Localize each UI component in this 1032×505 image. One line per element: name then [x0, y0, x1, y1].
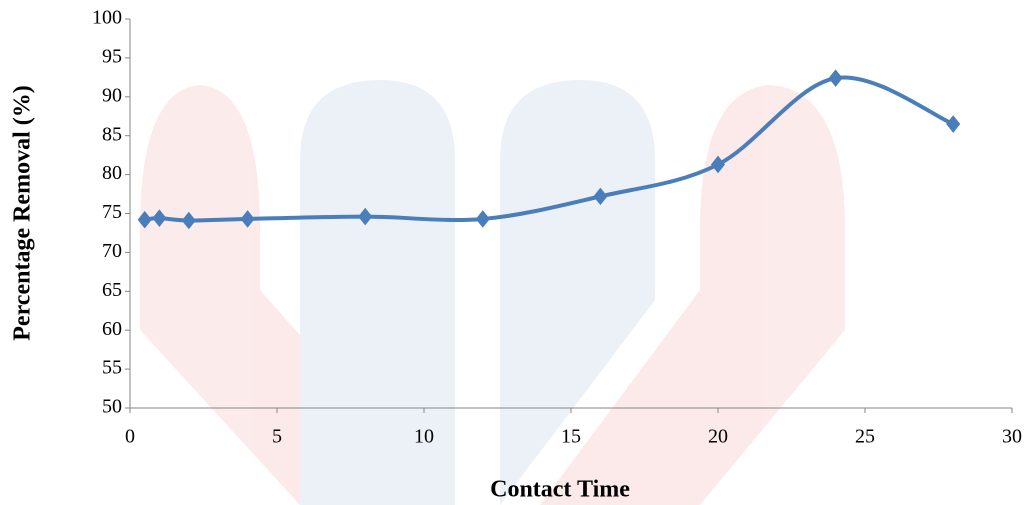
- y-tick-label: 65: [102, 279, 122, 301]
- y-tick-label: 95: [102, 45, 122, 67]
- y-tick-label: 60: [102, 318, 122, 340]
- x-axis-title: Contact Time: [490, 477, 630, 503]
- marker: [137, 210, 152, 229]
- y-tick-label: 55: [102, 357, 122, 379]
- y-axis-title: Percentage Removal (%): [10, 85, 36, 340]
- y-tick-label: 50: [102, 396, 122, 418]
- y-tick-label: 85: [102, 123, 122, 145]
- y-tick-label: 75: [102, 201, 122, 223]
- marker: [593, 187, 608, 206]
- y-tick-label: 90: [102, 84, 122, 106]
- x-tick-label: 0: [125, 426, 135, 448]
- x-tick-label: 15: [561, 426, 581, 448]
- marker: [946, 115, 961, 133]
- x-tick-label: 10: [414, 426, 434, 448]
- marker: [152, 209, 167, 227]
- marker: [710, 155, 726, 174]
- x-tick-label: 30: [1002, 426, 1022, 448]
- marker: [240, 210, 255, 228]
- watermark: [140, 80, 845, 505]
- x-tick-label: 5: [272, 426, 282, 448]
- marker: [828, 69, 843, 87]
- y-tick-label: 80: [102, 162, 122, 184]
- y-tick-label: 100: [92, 7, 122, 29]
- marker: [181, 211, 196, 230]
- marker: [358, 207, 373, 226]
- x-tick-label: 25: [855, 426, 875, 448]
- marker: [475, 210, 490, 228]
- x-tick-label: 20: [708, 426, 728, 448]
- y-tick-label: 70: [102, 240, 122, 262]
